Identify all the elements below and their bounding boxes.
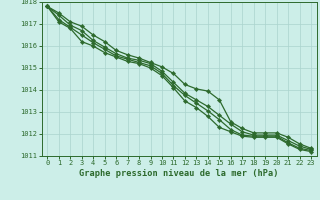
X-axis label: Graphe pression niveau de la mer (hPa): Graphe pression niveau de la mer (hPa) bbox=[79, 169, 279, 178]
